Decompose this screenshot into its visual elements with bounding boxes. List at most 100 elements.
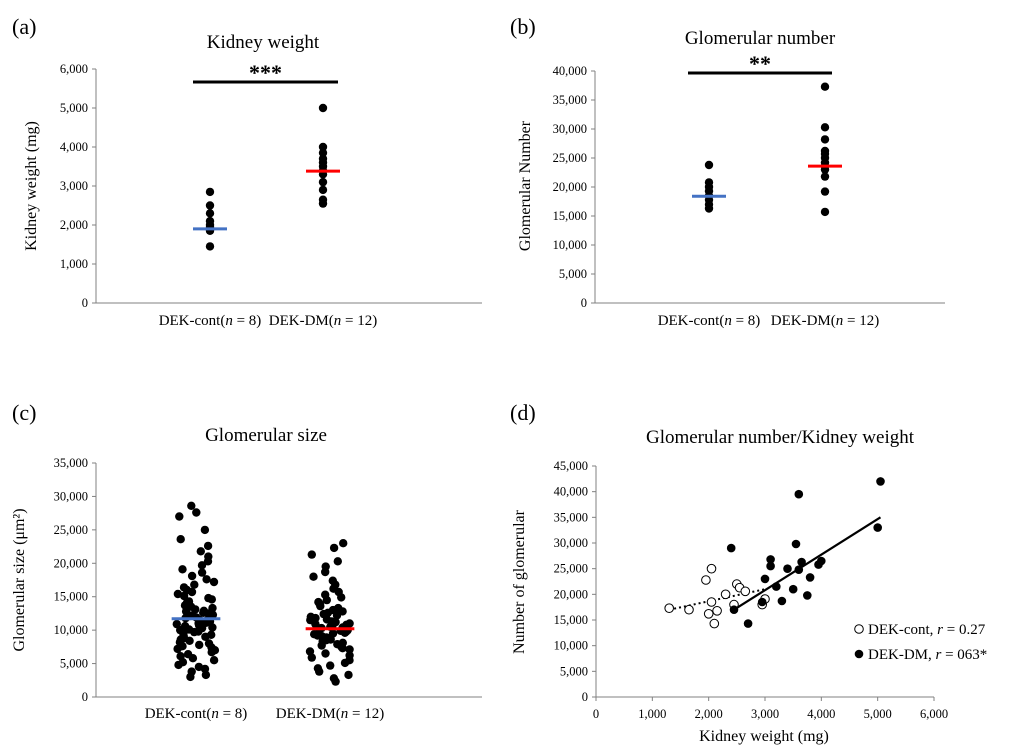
y-tick-label: 20,000 xyxy=(554,587,588,601)
data-point xyxy=(318,142,328,152)
data-point xyxy=(803,591,812,600)
category-label: DEK-DM(n = 12) xyxy=(269,313,377,329)
plot-area-c: 0 5,000 10,000 15,000 20,000 25,000 30,000 35,0… xyxy=(54,456,482,722)
data-point xyxy=(820,135,830,144)
data-point xyxy=(805,573,815,582)
y-tick-label: 5,000 xyxy=(559,267,587,281)
data-point xyxy=(195,640,204,650)
plot-area-d: 0 5,000 10,000 15,000 20,000 25,000 30,000 35,0… xyxy=(554,459,988,721)
data-point xyxy=(205,209,215,218)
chart-title-d: Glomerular number/Kidney weight xyxy=(646,427,915,448)
data-point xyxy=(328,576,337,585)
data-point xyxy=(305,647,315,656)
plot-area-b: 0 5,000 10,000 15,000 20,000 25,000 30,000 35,0… xyxy=(553,51,945,329)
y-tick-label: 3,000 xyxy=(60,179,88,193)
data-point xyxy=(766,555,775,564)
data-point xyxy=(794,489,804,499)
data-point xyxy=(179,583,189,592)
data-point xyxy=(339,539,348,548)
data-point xyxy=(183,650,193,659)
y-tick-label: 5,000 xyxy=(60,657,88,671)
data-point xyxy=(205,242,215,251)
x-axis-label-d: Kidney weight (mg) xyxy=(699,728,829,745)
data-point xyxy=(726,543,736,553)
data-point xyxy=(777,596,787,606)
data-point xyxy=(178,565,187,574)
data-point xyxy=(187,667,196,676)
data-point xyxy=(200,525,210,535)
legend-label: DEK-DM, r = 063* xyxy=(868,647,987,663)
legend-label: DEK-cont, r = 0.27 xyxy=(868,622,986,638)
data-point xyxy=(345,645,354,654)
data-point xyxy=(684,604,694,615)
data-point xyxy=(318,177,328,187)
data-point xyxy=(197,568,207,577)
data-point xyxy=(743,619,753,628)
y-tick-label: 35,000 xyxy=(54,456,88,470)
y-tick-label: 5,000 xyxy=(560,664,588,678)
y-tick-label: 0 xyxy=(582,690,588,704)
data-point xyxy=(208,603,217,613)
data-point xyxy=(176,652,185,661)
y-axis-label-c: Glomerular size (μm²) xyxy=(11,508,28,651)
data-point xyxy=(740,586,751,597)
category-label: DEK-cont(n = 8) xyxy=(658,313,761,329)
panel-label-d: (d) xyxy=(510,400,536,425)
panel-label-a: (a) xyxy=(12,14,36,39)
data-point xyxy=(794,565,804,574)
data-point xyxy=(307,550,316,559)
data-point xyxy=(701,575,711,585)
y-tick-label: 20,000 xyxy=(553,180,587,194)
legend-marker xyxy=(854,649,864,659)
data-point xyxy=(791,539,801,549)
panel-c: (c) Glomerular size Glomerular size (μm²… xyxy=(11,400,482,722)
category-label: DEK-cont(n = 8) xyxy=(145,706,248,722)
data-point xyxy=(203,541,213,551)
data-point xyxy=(820,123,830,132)
trend-line xyxy=(733,516,882,611)
data-point xyxy=(192,508,201,517)
data-point xyxy=(334,603,343,613)
data-point xyxy=(209,656,219,665)
data-point xyxy=(321,649,330,658)
data-point xyxy=(704,178,714,187)
data-point xyxy=(180,621,190,631)
data-point xyxy=(706,597,717,607)
data-point xyxy=(196,547,205,556)
data-point xyxy=(173,589,183,599)
chart-title-c: Glomerular size xyxy=(205,425,327,446)
data-point xyxy=(757,597,767,607)
data-point xyxy=(318,148,328,157)
y-tick-label: 25,000 xyxy=(54,523,88,537)
panel-b: (b) Glomerular number Glomerular Number … xyxy=(510,14,945,329)
data-point xyxy=(772,582,781,591)
data-point xyxy=(204,552,213,561)
x-tick-label: 4,000 xyxy=(807,707,835,721)
data-point xyxy=(176,535,185,544)
y-tick-label: 5,000 xyxy=(60,101,88,115)
data-point xyxy=(207,630,216,639)
x-tick-label: 0 xyxy=(593,707,599,721)
data-point xyxy=(729,605,739,614)
x-tick-label: 3,000 xyxy=(751,707,779,721)
y-tick-label: 30,000 xyxy=(554,536,588,550)
data-point xyxy=(345,619,354,628)
y-tick-label: 20,000 xyxy=(54,556,88,570)
data-point xyxy=(197,561,207,570)
data-point xyxy=(172,619,181,629)
y-tick-label: 40,000 xyxy=(554,485,588,499)
y-axis-label-b: Glomerular Number xyxy=(517,120,534,251)
y-tick-label: 30,000 xyxy=(553,122,587,136)
category-label: DEK-DM(n = 12) xyxy=(771,313,879,329)
data-point xyxy=(318,103,328,113)
data-point xyxy=(329,674,339,683)
data-point xyxy=(318,185,328,195)
panel-label-c: (c) xyxy=(12,400,36,425)
data-point xyxy=(760,574,770,584)
y-tick-label: 6,000 xyxy=(60,62,88,76)
chart-title-b: Glomerular number xyxy=(685,28,836,49)
data-point xyxy=(313,664,323,673)
y-tick-label: 35,000 xyxy=(553,93,587,107)
y-axis-label-d: Number of glomerular xyxy=(511,509,528,654)
data-point xyxy=(321,562,330,571)
